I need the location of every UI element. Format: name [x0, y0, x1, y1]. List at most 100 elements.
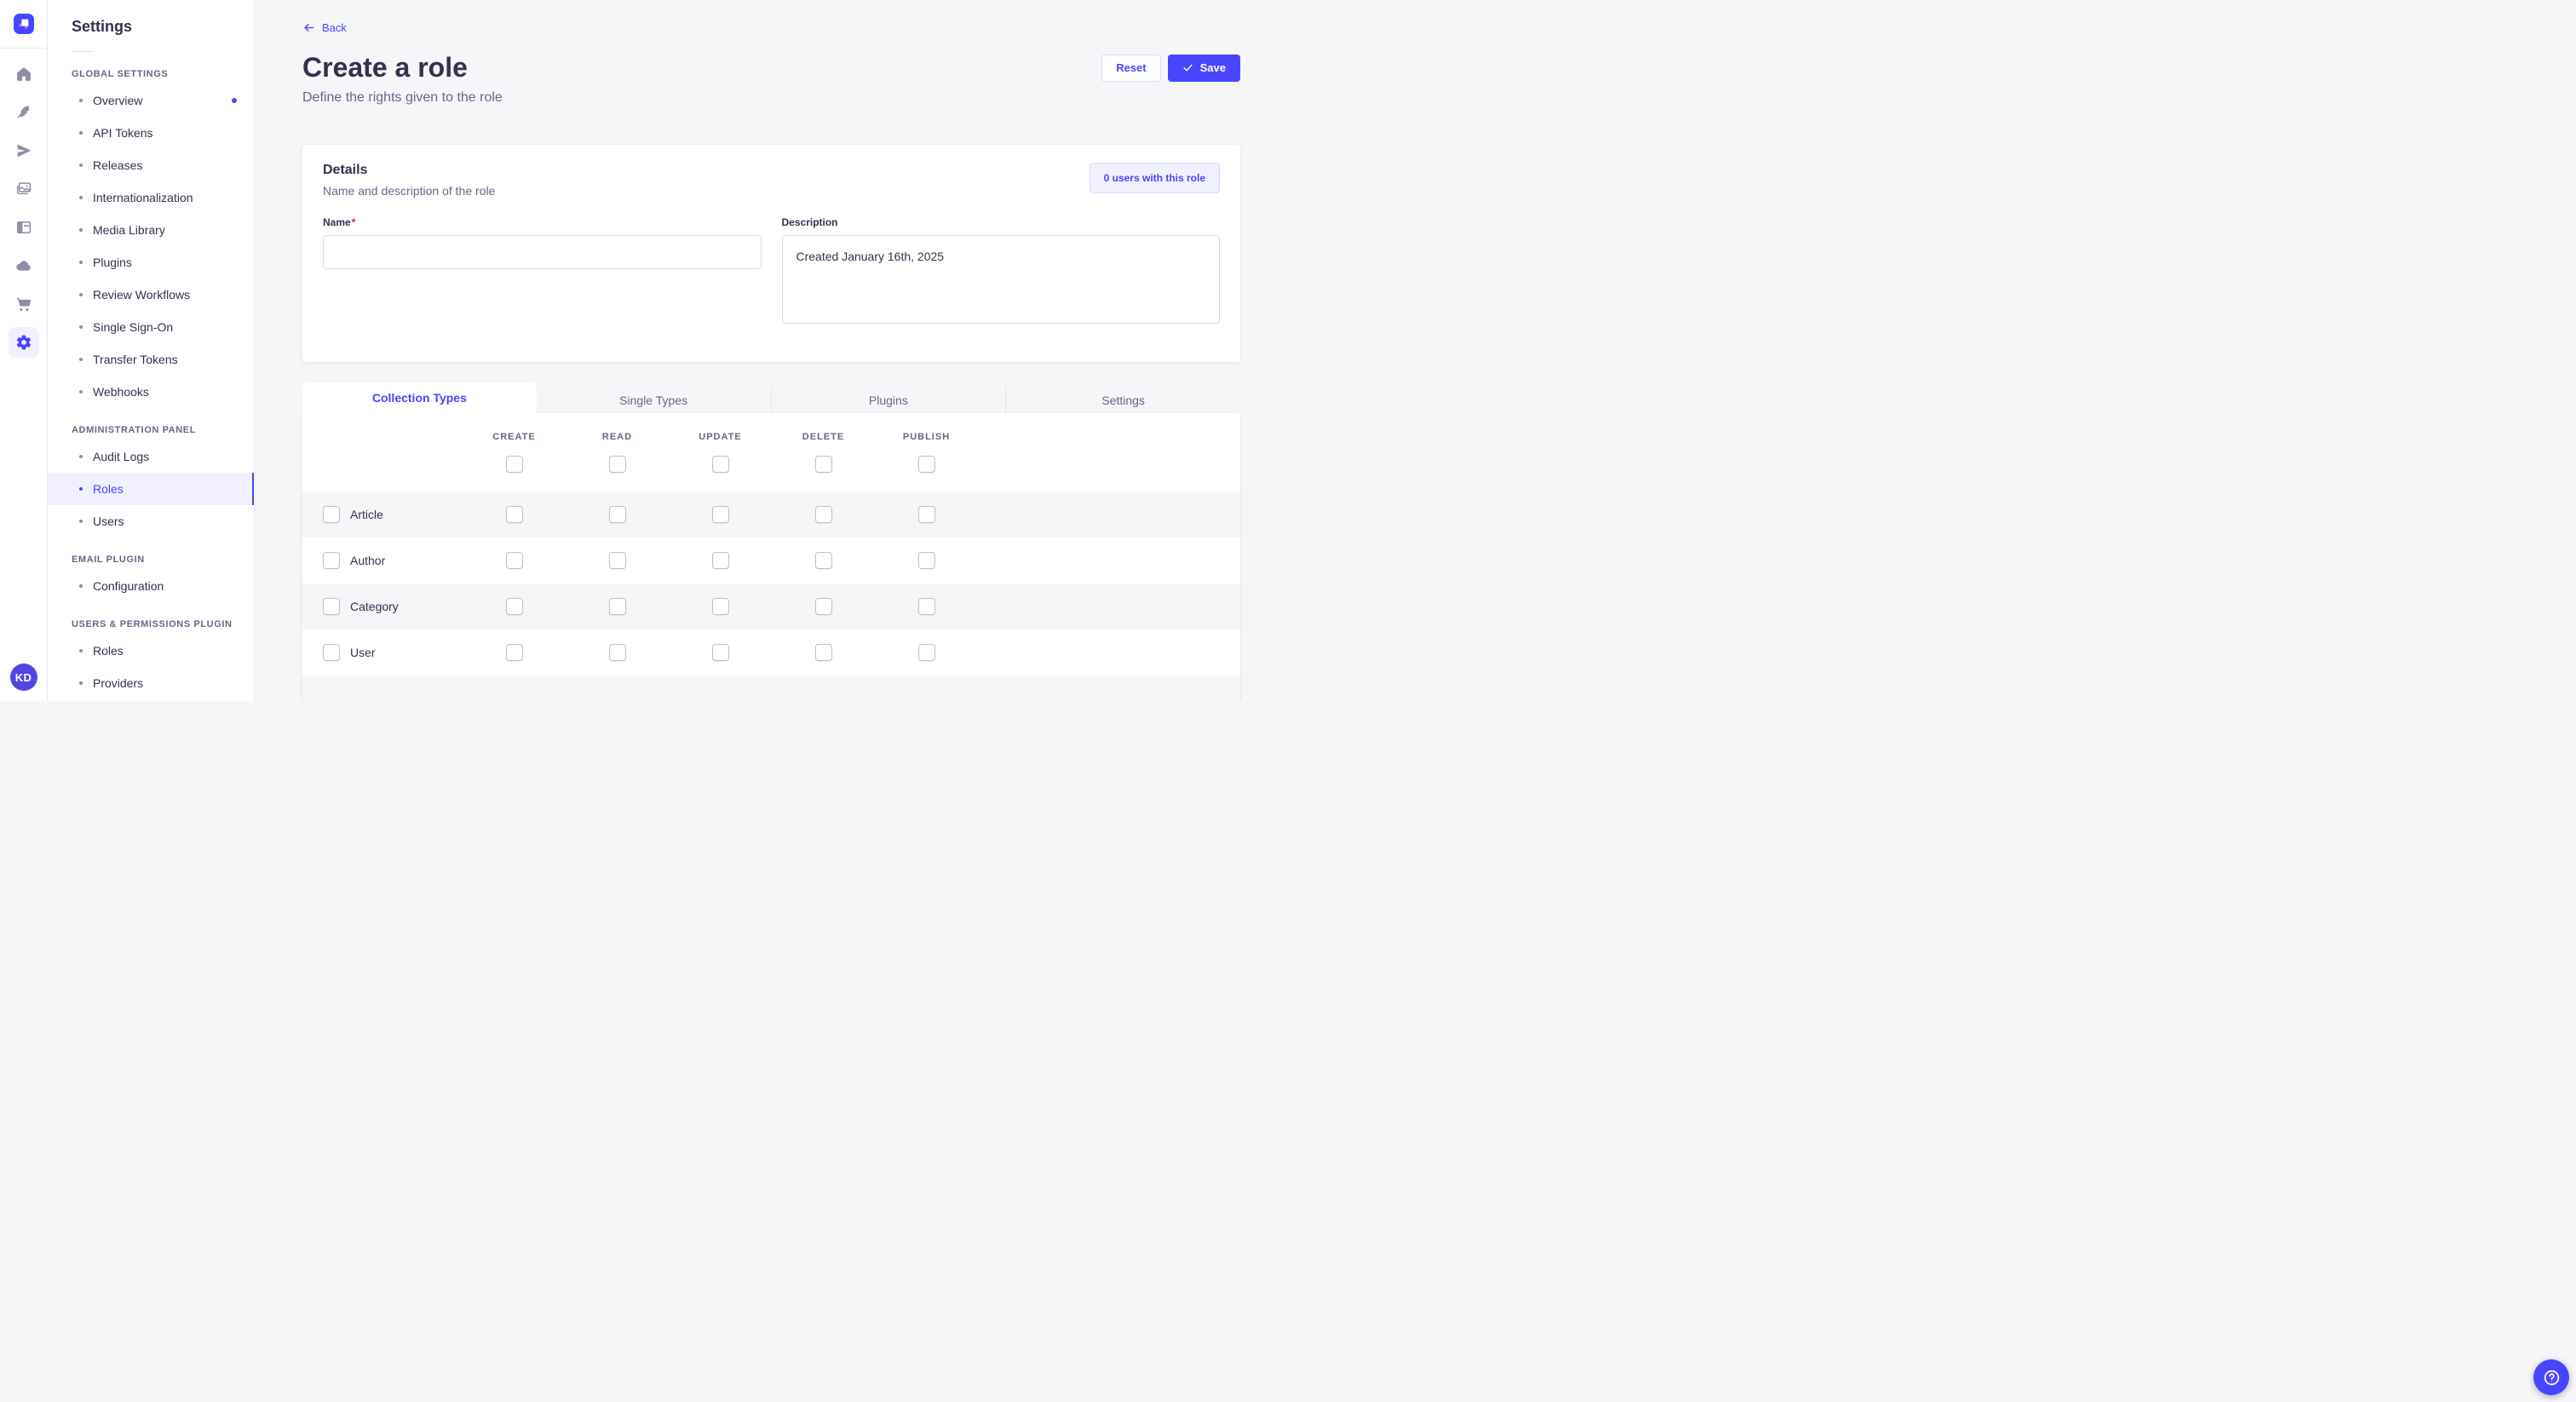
- role-description-textarea[interactable]: Created January 16th, 2025: [781, 235, 1220, 324]
- media-library-icon[interactable]: [9, 174, 39, 204]
- sidebar-item-label: Media Library: [93, 223, 165, 237]
- strapi-logo-icon[interactable]: [13, 14, 34, 34]
- role-name-input[interactable]: [323, 235, 762, 269]
- sidebar-item-administration-panel-audit-logs[interactable]: Audit Logs: [48, 440, 254, 473]
- author-delete-checkbox[interactable]: [814, 552, 832, 569]
- content-type-builder-icon[interactable]: [9, 212, 39, 243]
- page-title: Create a role: [302, 52, 468, 83]
- permissions-rows: Article Author Category User: [302, 491, 1240, 675]
- select-category-checkbox[interactable]: [323, 598, 340, 615]
- bullet-icon: [79, 584, 83, 588]
- sidebar-section-label: ADMINISTRATION PANEL: [72, 425, 197, 435]
- help-button[interactable]: [2533, 1359, 2569, 1395]
- select-all-delete-checkbox[interactable]: [814, 456, 832, 473]
- row-label: Category: [350, 600, 399, 613]
- sidebar-item-global-settings-single-sign-on[interactable]: Single Sign-On: [48, 311, 254, 343]
- marketplace-icon[interactable]: [9, 289, 39, 319]
- sidebar-item-users-permissions-plugin-providers[interactable]: Providers: [48, 667, 254, 699]
- settings-icon[interactable]: [8, 327, 39, 358]
- question-mark-icon: [2544, 1370, 2559, 1385]
- sidebar-item-global-settings-review-workflows[interactable]: Review Workflows: [48, 279, 254, 311]
- avatar[interactable]: KD: [9, 664, 37, 691]
- sidebar-section-administration-panel: ADMINISTRATION PANEL Audit Logs Roles Us…: [48, 425, 254, 537]
- author-read-checkbox[interactable]: [608, 552, 626, 569]
- sidebar-item-label: Audit Logs: [93, 450, 150, 463]
- cloud-icon[interactable]: [9, 250, 39, 281]
- bullet-icon: [79, 390, 83, 394]
- bullet-icon: [79, 261, 83, 264]
- user-read-checkbox[interactable]: [608, 644, 626, 661]
- sidebar-section-email-plugin: EMAIL PLUGIN Configuration: [48, 554, 254, 602]
- user-delete-checkbox[interactable]: [814, 644, 832, 661]
- category-publish-checkbox[interactable]: [917, 598, 935, 615]
- sidebar-item-global-settings-api-tokens[interactable]: API Tokens: [48, 117, 254, 149]
- article-create-checkbox[interactable]: [505, 506, 523, 523]
- sidebar-item-users-permissions-plugin-roles[interactable]: Roles: [48, 635, 254, 667]
- sidebar-item-label: Releases: [93, 158, 143, 172]
- select-all-update-checkbox[interactable]: [711, 456, 729, 473]
- article-read-checkbox[interactable]: [608, 506, 626, 523]
- select-author-checkbox[interactable]: [323, 552, 340, 569]
- home-icon[interactable]: [9, 59, 39, 89]
- sidebar-item-global-settings-releases[interactable]: Releases: [48, 149, 254, 181]
- bullet-icon: [79, 520, 83, 523]
- article-publish-checkbox[interactable]: [917, 506, 935, 523]
- table-row-user: User: [302, 629, 1240, 675]
- back-link[interactable]: Back: [302, 21, 347, 34]
- content-manager-icon[interactable]: [9, 97, 39, 128]
- select-article-checkbox[interactable]: [323, 506, 340, 523]
- user-update-checkbox[interactable]: [711, 644, 729, 661]
- select-all-read-checkbox[interactable]: [608, 456, 626, 473]
- sidebar-item-global-settings-transfer-tokens[interactable]: Transfer Tokens: [48, 343, 254, 376]
- bullet-icon: [79, 325, 83, 329]
- settings-sidebar: Settings GLOBAL SETTINGS Overview API To…: [48, 0, 255, 701]
- tab-single-types[interactable]: Single Types: [537, 388, 771, 413]
- user-publish-checkbox[interactable]: [917, 644, 935, 661]
- users-with-role-button[interactable]: 0 users with this role: [1089, 163, 1220, 193]
- bullet-icon: [79, 164, 83, 167]
- column-header-update: UPDATE: [699, 432, 742, 442]
- article-update-checkbox[interactable]: [711, 506, 729, 523]
- notification-dot: [232, 98, 237, 103]
- column-header-read: READ: [601, 432, 633, 442]
- tab-settings[interactable]: Settings: [1005, 388, 1240, 413]
- back-arrow-icon: [304, 24, 314, 32]
- row-label: Author: [350, 554, 386, 567]
- sidebar-item-global-settings-plugins[interactable]: Plugins: [48, 246, 254, 279]
- select-user-checkbox[interactable]: [323, 644, 340, 661]
- sidebar-item-global-settings-webhooks[interactable]: Webhooks: [48, 376, 254, 408]
- sidebar-item-administration-panel-users[interactable]: Users: [48, 505, 254, 537]
- category-delete-checkbox[interactable]: [814, 598, 832, 615]
- bullet-icon: [79, 131, 83, 135]
- save-button[interactable]: Save: [1167, 54, 1240, 82]
- sidebar-item-global-settings-overview[interactable]: Overview: [48, 84, 254, 117]
- sidebar-item-global-settings-media-library[interactable]: Media Library: [48, 214, 254, 246]
- user-create-checkbox[interactable]: [505, 644, 523, 661]
- author-update-checkbox[interactable]: [711, 552, 729, 569]
- select-all-publish-checkbox[interactable]: [917, 456, 935, 473]
- sidebar-item-administration-panel-roles[interactable]: Roles: [48, 473, 254, 505]
- sidebar-section-label: USERS & PERMISSIONS PLUGIN: [72, 619, 233, 629]
- author-create-checkbox[interactable]: [505, 552, 523, 569]
- category-create-checkbox[interactable]: [505, 598, 523, 615]
- sidebar-item-label: Review Workflows: [93, 288, 191, 302]
- sidebar-section-label: GLOBAL SETTINGS: [72, 69, 169, 79]
- bullet-icon: [79, 455, 83, 458]
- article-delete-checkbox[interactable]: [814, 506, 832, 523]
- select-all-create-checkbox[interactable]: [505, 456, 523, 473]
- tab-plugins[interactable]: Plugins: [770, 388, 1006, 413]
- releases-icon[interactable]: [9, 135, 39, 166]
- column-header-publish: PUBLISH: [902, 432, 951, 442]
- sidebar-item-email-plugin-configuration[interactable]: Configuration: [48, 570, 254, 602]
- tab-collection-types[interactable]: Collection Types: [302, 382, 537, 413]
- category-update-checkbox[interactable]: [711, 598, 729, 615]
- save-label: Save: [1199, 61, 1226, 74]
- logo-container: [0, 0, 47, 49]
- sidebar-item-label: Roles: [93, 644, 124, 658]
- sidebar-section-users-permissions-plugin: USERS & PERMISSIONS PLUGIN Roles Provide…: [48, 619, 254, 699]
- tab-label: Settings: [1101, 394, 1145, 407]
- category-read-checkbox[interactable]: [608, 598, 626, 615]
- sidebar-item-global-settings-internationalization[interactable]: Internationalization: [48, 181, 254, 214]
- author-publish-checkbox[interactable]: [917, 552, 935, 569]
- reset-button[interactable]: Reset: [1101, 54, 1161, 82]
